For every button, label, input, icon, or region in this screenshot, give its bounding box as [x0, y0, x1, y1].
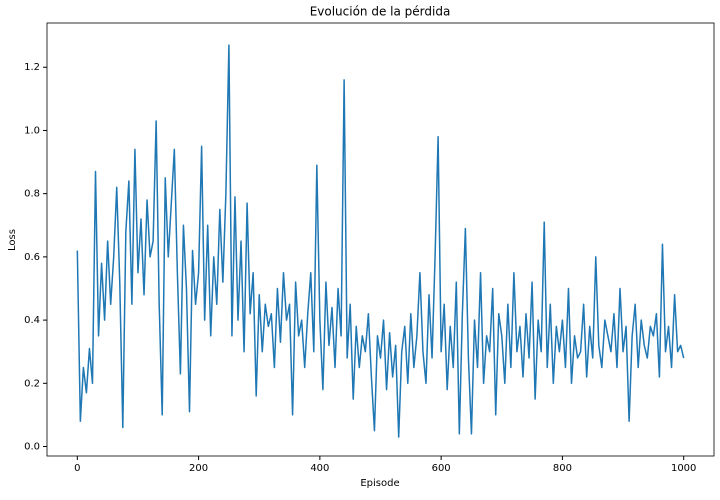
y-tick-label: 0.6: [24, 252, 40, 263]
y-tick-label: 0.4: [24, 315, 40, 326]
x-tick-label: 400: [310, 463, 329, 474]
x-tick-label: 800: [553, 463, 572, 474]
x-tick-label: 600: [432, 463, 451, 474]
y-tick-label: 0.0: [24, 442, 40, 453]
y-tick-label: 0.8: [24, 189, 40, 200]
y-tick-label: 1.2: [24, 62, 40, 73]
x-tick-label: 200: [189, 463, 208, 474]
loss-line: [76, 44, 685, 438]
y-tick-label: 1.0: [24, 125, 40, 136]
x-axis-label: Episode: [360, 478, 399, 489]
x-tick-label: 0: [74, 463, 80, 474]
y-axis-label: Loss: [7, 229, 18, 251]
plot-frame: [46, 22, 715, 457]
y-tick-label: 0.2: [24, 378, 40, 389]
chart-title: Evolución de la pérdida: [310, 5, 451, 19]
x-tick-label: 1000: [671, 463, 696, 474]
